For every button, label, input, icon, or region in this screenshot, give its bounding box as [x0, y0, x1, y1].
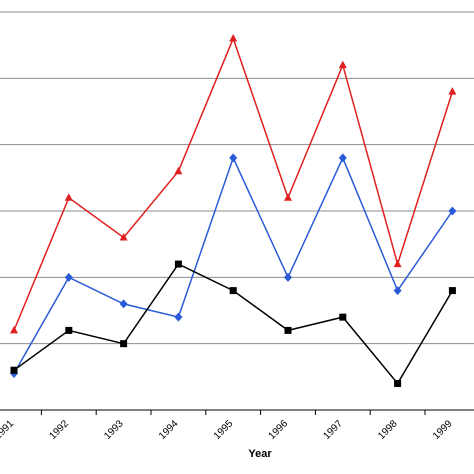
data-point-triangle — [338, 60, 347, 69]
series-2 — [10, 153, 457, 379]
x-axis-ticks: 1991 1992 1993 1994 1995 1996 1997 1998 1999 — [0, 410, 455, 442]
x-tick-label: 1995 — [212, 418, 236, 442]
data-point-diamond — [448, 206, 457, 216]
data-point-triangle — [448, 87, 457, 95]
data-point-square — [229, 287, 237, 295]
data-point-square — [284, 326, 292, 334]
data-point-diamond — [284, 272, 292, 282]
data-point-diamond — [393, 286, 402, 296]
data-point-square — [174, 260, 182, 268]
x-axis-title: Year — [248, 448, 272, 460]
data-point-triangle — [174, 166, 183, 175]
x-tick-label: 1994 — [157, 418, 181, 442]
data-point-diamond — [64, 272, 73, 282]
series-layer — [10, 34, 457, 387]
x-tick-label: 1991 — [0, 418, 16, 442]
x-tick-label: 1996 — [267, 418, 291, 442]
x-tick-label: 1997 — [321, 418, 345, 442]
x-tick-label: 1998 — [376, 418, 400, 442]
x-tick-label: 1993 — [102, 418, 126, 442]
data-point-triangle — [284, 193, 292, 201]
data-point-diamond — [229, 153, 238, 163]
series-line — [13, 36, 454, 331]
data-point-diamond — [338, 153, 347, 163]
gridlines — [0, 11, 474, 345]
data-point-square — [65, 326, 73, 334]
x-tick-label: 1992 — [47, 418, 71, 442]
data-point-triangle — [64, 193, 73, 201]
series-3 — [10, 260, 456, 387]
x-tick-label: 1999 — [431, 418, 455, 442]
data-point-square — [448, 287, 456, 295]
data-point-diamond — [119, 299, 128, 309]
data-point-triangle — [393, 259, 402, 268]
data-point-square — [394, 379, 402, 387]
data-point-triangle — [229, 34, 238, 42]
data-point-square — [120, 340, 128, 348]
data-point-square — [10, 366, 18, 374]
data-point-triangle — [119, 233, 128, 241]
series-1 — [10, 34, 457, 334]
data-point-triangle — [10, 325, 18, 334]
data-point-square — [339, 313, 347, 321]
series-line — [13, 155, 454, 374]
data-point-diamond — [174, 312, 183, 322]
